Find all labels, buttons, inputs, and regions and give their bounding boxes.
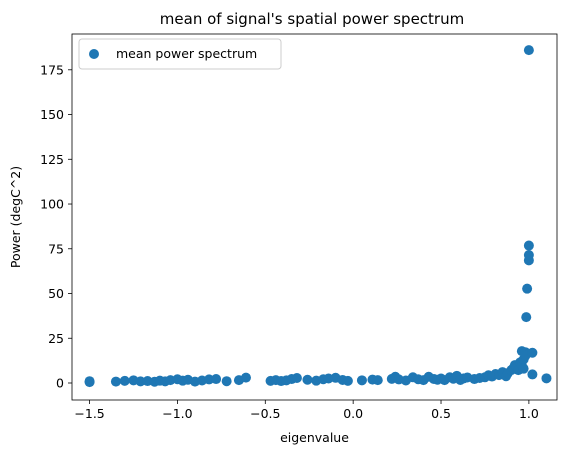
data-point [522, 283, 533, 294]
x-tick-label: 1.0 [519, 406, 539, 421]
data-point [523, 240, 534, 251]
y-tick-label: 150 [40, 107, 64, 122]
chart-title: mean of signal's spatial power spectrum [160, 10, 464, 28]
data-point [523, 45, 534, 56]
data-point [84, 376, 95, 387]
x-tick-label: 0.0 [343, 406, 363, 421]
data-point [518, 363, 529, 374]
y-tick-label: 125 [40, 152, 64, 167]
data-point [221, 376, 232, 387]
legend-label: mean power spectrum [116, 46, 257, 61]
x-tick-label: −0.5 [250, 406, 280, 421]
data-point [527, 369, 538, 380]
x-tick-label: −1.0 [162, 406, 192, 421]
y-tick-label: 50 [48, 286, 64, 301]
data-point [527, 347, 538, 358]
y-axis: 0 25 50 75 100 125 150 175 [40, 62, 72, 390]
data-point [541, 373, 552, 384]
x-axis-label: eigenvalue [280, 430, 349, 445]
data-point [211, 374, 222, 385]
y-tick-label: 175 [40, 62, 64, 77]
data-point [291, 372, 302, 383]
data-point [372, 375, 383, 386]
y-tick-label: 75 [48, 241, 64, 256]
y-axis-label: Power (degC^2) [8, 166, 23, 268]
y-tick-label: 0 [56, 375, 64, 390]
legend-marker [89, 49, 99, 59]
axes-frame [71, 33, 558, 401]
legend-box [78, 38, 282, 70]
y-tick-label: 25 [48, 331, 64, 346]
x-tick-label: 0.5 [431, 406, 451, 421]
plot-area [84, 45, 552, 388]
data-point [135, 376, 146, 387]
data-point [342, 375, 353, 386]
data-point [204, 374, 215, 385]
data-point [521, 312, 532, 323]
data-point [240, 372, 251, 383]
y-tick-label: 100 [40, 197, 64, 212]
data-point [356, 375, 367, 386]
legend: mean power spectrum [78, 38, 282, 70]
data-point [119, 375, 130, 386]
data-point [523, 250, 534, 261]
data-point [302, 374, 313, 385]
x-axis: −1.5 −1.0 −0.5 0.0 0.5 1.0 [74, 400, 539, 421]
data-point [110, 376, 121, 387]
x-tick-label: −1.5 [74, 406, 104, 421]
